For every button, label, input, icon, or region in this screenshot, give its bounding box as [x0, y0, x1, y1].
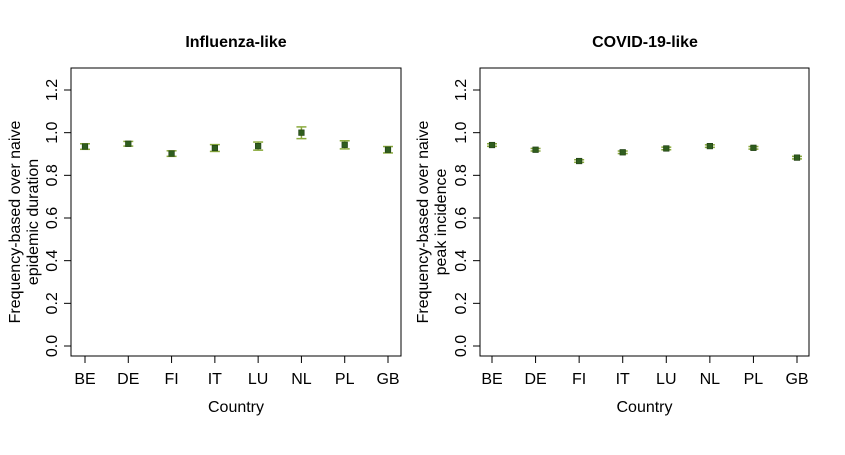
y-tick-label: 0.8 [44, 164, 61, 186]
data-point [793, 154, 801, 161]
chart-title: COVID-19-like [592, 34, 698, 51]
y-axis-label-line-1: Frequency-based over naive [7, 121, 24, 324]
x-axis-label: Country [616, 399, 672, 416]
x-tick-label: PL [744, 371, 764, 388]
x-tick-label: PL [335, 371, 355, 388]
panel-2: COVID-19-like 0.0 0.2 0.4 0.6 0.8 1.0 1.2 BE DE FI… [415, 34, 810, 416]
data-point [168, 150, 175, 157]
data-point [125, 140, 132, 147]
plot-frame [70, 67, 402, 357]
x-tick-label: GB [785, 371, 808, 388]
x-tick-label: NL [291, 371, 312, 388]
x-tick-label: BE [481, 371, 502, 388]
y-tick-label: 1.0 [44, 121, 61, 143]
x-tick-label: NL [700, 371, 721, 388]
y-tick-label: 0.0 [453, 335, 470, 357]
y-tick-label: 0.0 [44, 335, 61, 357]
panel-1: Influenza-like 0.0 0.2 0.4 0.6 0.8 1.0 1.2 BE DE F… [7, 34, 402, 416]
x-tick-label: DE [524, 371, 546, 388]
y-tick-label: 0.2 [44, 292, 61, 314]
x-tick-label: BE [74, 371, 95, 388]
data-point [619, 149, 626, 156]
y-tick-label: 0.2 [453, 292, 470, 314]
x-tick-label: LU [248, 371, 268, 388]
x-tick-label: LU [656, 371, 676, 388]
data-point [663, 145, 670, 152]
y-tick-label: 1.0 [453, 121, 470, 143]
data-point [576, 157, 583, 165]
x-tick-label: IT [208, 371, 222, 388]
data-point [750, 144, 757, 151]
y-axis-label-line-2: peak incidence [433, 169, 450, 276]
data-point [341, 141, 348, 148]
data-point [706, 143, 713, 150]
plot-frame [479, 67, 810, 357]
y-axis-label-line-2: epidemic duration [25, 159, 42, 285]
y-tick-label: 0.8 [453, 164, 470, 186]
y-tick-label: 0.4 [453, 249, 470, 271]
chart-title: Influenza-like [185, 34, 286, 51]
data-point [211, 144, 218, 152]
data-point [488, 141, 496, 149]
y-axis-label-line-1: Frequency-based over naive [415, 121, 432, 324]
x-tick-label: IT [616, 371, 630, 388]
x-tick-label: GB [376, 371, 399, 388]
y-tick-label: 0.6 [453, 207, 470, 229]
y-tick-label: 0.6 [44, 207, 61, 229]
y-tick-label: 0.4 [44, 249, 61, 271]
y-tick-label: 1.2 [453, 79, 470, 101]
data-point [81, 143, 89, 150]
data-point [255, 143, 262, 150]
x-axis-label: Country [208, 399, 264, 416]
data-point [532, 146, 539, 153]
x-tick-label: FI [164, 371, 178, 388]
y-tick-label: 1.2 [44, 79, 61, 101]
x-tick-label: FI [572, 371, 586, 388]
data-point [384, 146, 392, 153]
x-tick-label: DE [117, 371, 139, 388]
data-point [298, 129, 305, 136]
